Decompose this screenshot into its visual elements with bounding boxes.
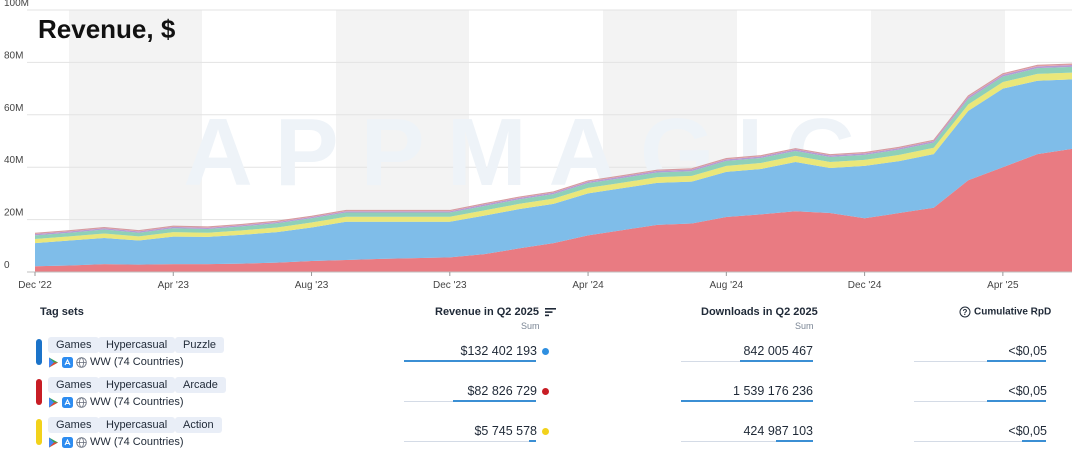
app-store-icon (62, 436, 73, 448)
platform-region: WW (74 Countries) (48, 395, 184, 409)
platform-region: WW (74 Countries) (48, 435, 184, 449)
revenue-bar-track (404, 441, 536, 442)
downloads-bar-fill (681, 400, 813, 402)
col-header-downloads[interactable]: Downloads in Q2 2025 (701, 306, 818, 318)
x-tick-label: Aug '23 (295, 280, 329, 291)
downloads-bar-fill (776, 440, 813, 442)
globe-icon (76, 396, 87, 408)
rpd-bar-fill (987, 360, 1046, 362)
x-tick-label: Dec '24 (848, 280, 882, 291)
table-row[interactable]: Games Hypercasual Puzzle WW (74 Countries) $… (0, 337, 1080, 377)
revenue-value: $82 826 729 (467, 384, 537, 398)
area-top-line (34, 63, 1073, 234)
revenue-value: $132 402 193 (460, 344, 537, 358)
rpd-bar-fill (987, 400, 1046, 402)
downloads-value: 424 987 103 (743, 424, 813, 438)
tag-chip[interactable]: Hypercasual (98, 377, 176, 393)
downloads-bar-track (681, 441, 813, 442)
rpd-bar-track (914, 361, 1046, 362)
row-color-marker (36, 419, 42, 445)
x-tick-label: Aug '24 (710, 280, 744, 291)
y-tick-label: 60M (4, 103, 23, 114)
downloads-bar-fill (740, 360, 813, 362)
row-color-marker (36, 339, 42, 365)
tag-chip[interactable]: Puzzle (175, 337, 225, 353)
y-tick-label: 80M (4, 50, 23, 61)
x-tick-label: Dec '23 (433, 280, 467, 291)
y-tick-label: 0 (4, 260, 10, 271)
app-store-icon (62, 356, 73, 368)
x-tick-label: Apr '24 (572, 280, 604, 291)
col-header-revenue-label: Revenue in Q2 2025 (435, 306, 539, 318)
google-play-icon (49, 357, 58, 368)
google-play-icon (49, 397, 58, 408)
col-sub-revenue: Sum (521, 321, 540, 331)
revenue-bar-fill (529, 440, 536, 442)
google-play-icon (49, 437, 58, 448)
region-label: WW (74 Countries) (90, 356, 184, 368)
area-series-1[interactable] (35, 148, 1072, 272)
rpd-value: <$0,05 (1008, 424, 1047, 438)
platform-region: WW (74 Countries) (48, 355, 184, 369)
table-row[interactable]: Games Hypercasual Action WW (74 Countries) $… (0, 417, 1080, 457)
region-label: WW (74 Countries) (90, 436, 184, 448)
downloads-value: 1 539 176 236 (733, 384, 813, 398)
col-header-rpd[interactable]: ? Cumulative RpD (959, 306, 1051, 318)
region-label: WW (74 Countries) (90, 396, 184, 408)
help-circle-icon[interactable]: ? (959, 306, 971, 318)
revenue-bar-fill (404, 360, 536, 362)
x-tick-label: Dec '22 (18, 280, 52, 291)
rpd-value: <$0,05 (1008, 344, 1047, 358)
rpd-bar-track (914, 441, 1046, 442)
x-tick-label: Apr '25 (987, 280, 1019, 291)
x-tick-label: Apr '23 (158, 280, 190, 291)
tag-chip[interactable]: Games (48, 377, 100, 393)
series-color-dot (542, 428, 549, 435)
sort-icon[interactable] (545, 307, 557, 317)
col-header-tagsets: Tag sets (40, 306, 84, 318)
chart-title: Revenue, $ (38, 14, 176, 44)
globe-icon (76, 356, 87, 368)
col-header-revenue[interactable]: Revenue in Q2 2025 (435, 306, 557, 318)
y-tick-label: 40M (4, 155, 23, 166)
rpd-bar-track (914, 401, 1046, 402)
area-series-2[interactable] (35, 79, 1072, 267)
revenue-bar-fill (453, 400, 536, 402)
tag-chip[interactable]: Hypercasual (98, 337, 176, 353)
downloads-value: 842 005 467 (743, 344, 813, 358)
y-tick-label: 20M (4, 208, 23, 219)
tag-chip[interactable]: Arcade (175, 377, 226, 393)
app-store-icon (62, 396, 73, 408)
rpd-bar-fill (1022, 440, 1046, 442)
rpd-value: <$0,05 (1008, 384, 1047, 398)
y-tick-label: 100M (4, 0, 29, 9)
row-color-marker (36, 379, 42, 405)
globe-icon (76, 436, 87, 448)
table-row[interactable]: Games Hypercasual Arcade WW (74 Countries) $… (0, 377, 1080, 417)
tag-chip[interactable]: Games (48, 337, 100, 353)
svg-text:?: ? (963, 308, 968, 317)
col-sub-downloads: Sum (795, 321, 814, 331)
tag-chip[interactable]: Games (48, 417, 100, 433)
col-header-rpd-label: Cumulative RpD (974, 306, 1052, 318)
series-color-dot (542, 388, 549, 395)
revenue-value: $5 745 578 (474, 424, 537, 438)
tag-chip[interactable]: Hypercasual (98, 417, 176, 433)
series-color-dot (542, 348, 549, 355)
tag-chip[interactable]: Action (175, 417, 222, 433)
